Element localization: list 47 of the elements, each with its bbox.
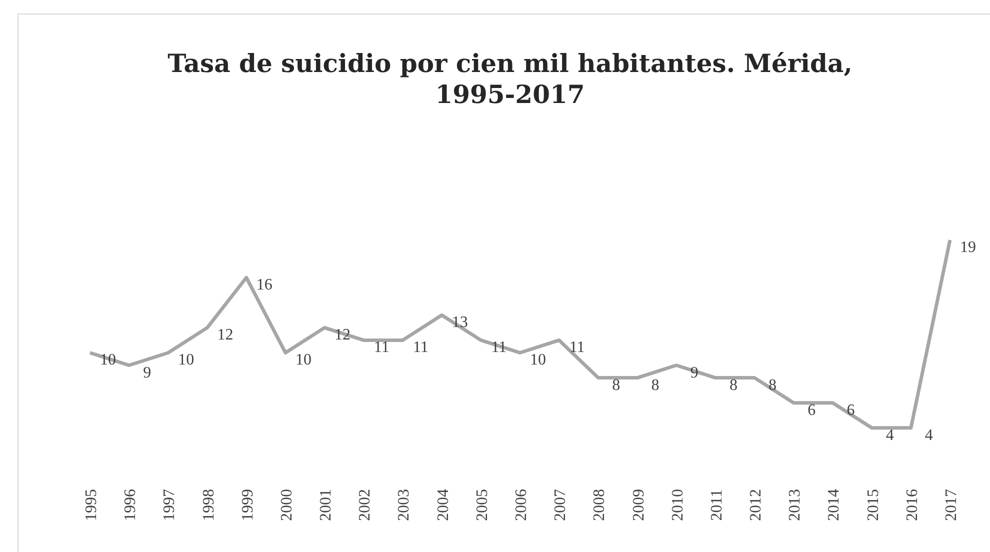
x-tick-label: 1997	[161, 489, 178, 521]
x-tick-label: 2016	[904, 489, 921, 521]
x-tick-label: 2017	[943, 489, 960, 521]
data-label: 11	[413, 339, 428, 356]
x-tick-label: 2011	[708, 489, 726, 521]
data-label: 10	[295, 352, 312, 369]
x-tick-label: 2004	[434, 489, 452, 521]
data-label: 4	[924, 426, 933, 444]
data-label: 8	[651, 376, 660, 394]
x-tick-label: 2005	[474, 489, 491, 521]
x-tick-label: 2009	[630, 489, 648, 521]
x-tick-label: 2003	[396, 489, 413, 521]
x-tick-label: 2007	[552, 489, 570, 521]
data-label: 10	[100, 352, 116, 369]
data-label: 4	[886, 426, 894, 444]
data-label: 6	[846, 402, 855, 419]
x-tick-label: 2013	[786, 489, 804, 521]
chart-title: Tasa de suicidio por cien mil habitantes. Mérida, 1995-2017	[168, 49, 852, 109]
data-label: 9	[690, 364, 698, 382]
x-tick-label: 2015	[864, 489, 882, 521]
x-tick-label: 2000	[278, 489, 296, 521]
data-label: 13	[452, 314, 468, 332]
x-tick-label: 2006	[513, 489, 530, 521]
x-tick-label: 2012	[748, 489, 765, 521]
x-tick-label: 1996	[122, 489, 140, 521]
x-tick-label: 1995	[83, 489, 100, 521]
data-label: 10	[530, 352, 546, 369]
data-label: 11	[491, 339, 507, 356]
data-label: 12	[217, 326, 234, 344]
x-tick-label: 2002	[356, 489, 374, 521]
x-tick-label: 2001	[318, 489, 335, 521]
data-label: 12	[334, 326, 351, 344]
data-label: 6	[808, 402, 816, 419]
data-label: 8	[729, 376, 738, 394]
data-label: 11	[374, 339, 390, 356]
x-tick-label: 2014	[826, 489, 843, 521]
x-tick-label: 1998	[200, 489, 218, 521]
data-label: 10	[178, 352, 194, 369]
data-label: 19	[960, 239, 976, 256]
data-label: 8	[612, 376, 620, 394]
x-tick-label: 2008	[591, 489, 608, 521]
data-label: 16	[256, 276, 272, 294]
data-label: 11	[569, 339, 585, 356]
data-label: 8	[768, 376, 777, 394]
x-tick-label: 1999	[239, 489, 256, 521]
x-tick-label: 2010	[669, 489, 686, 521]
data-label: 9	[143, 364, 152, 382]
